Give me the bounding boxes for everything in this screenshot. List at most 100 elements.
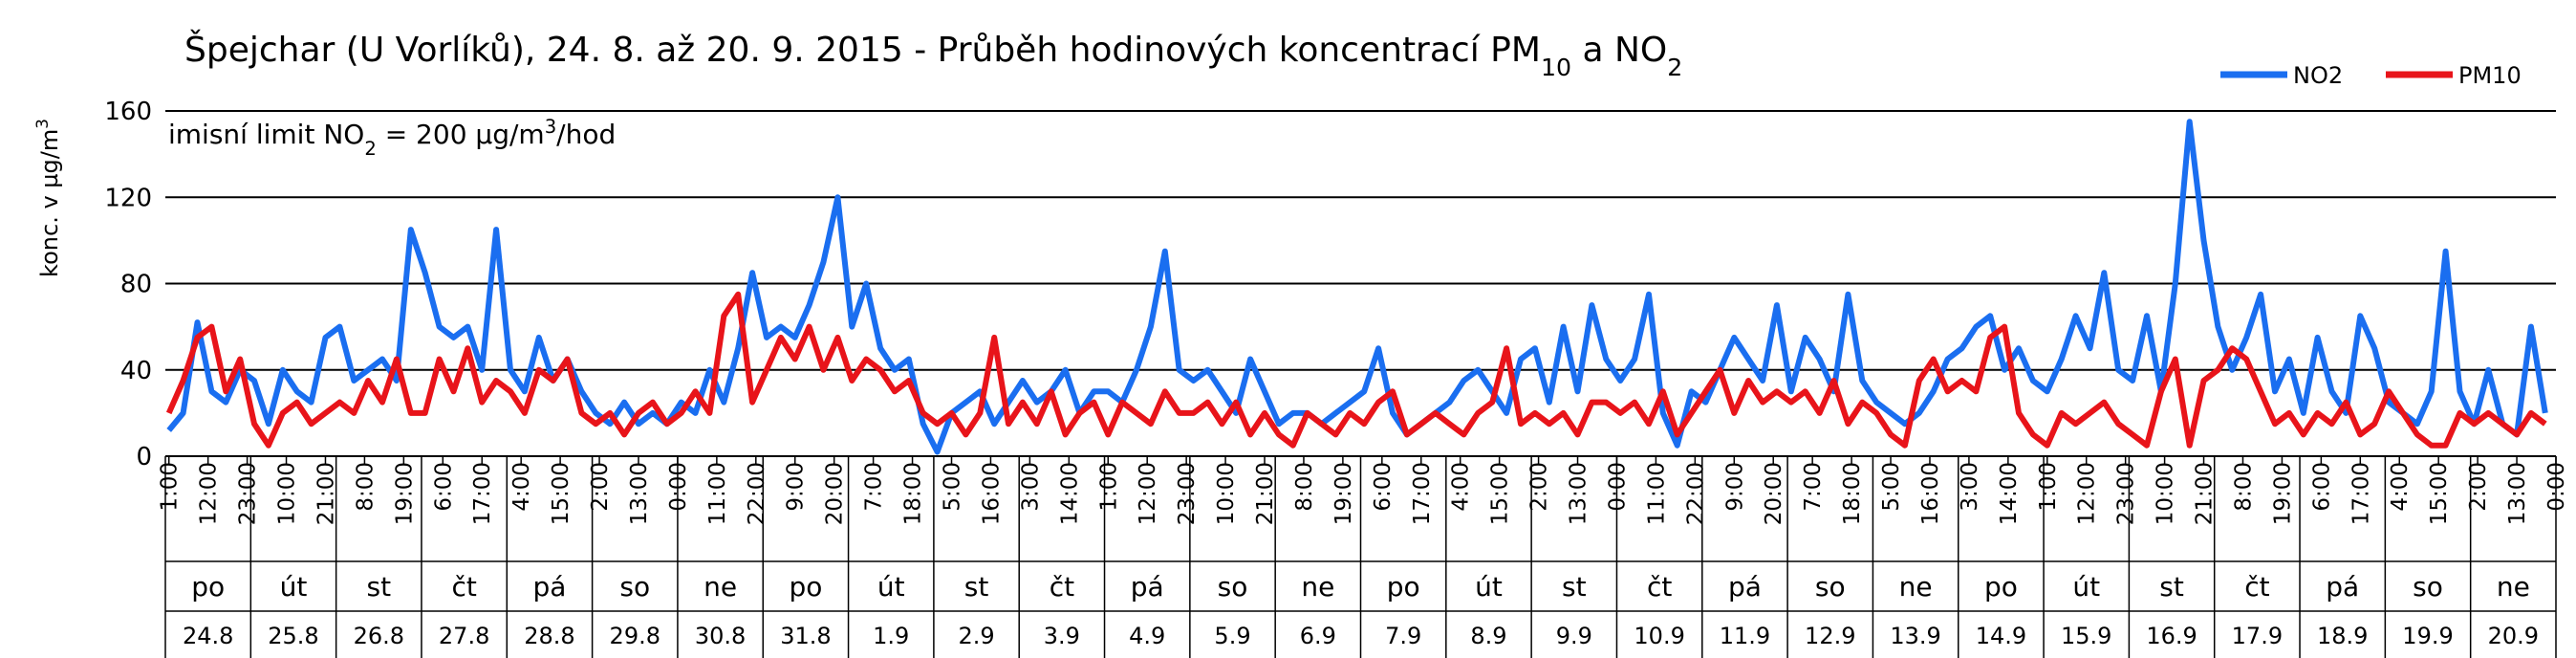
subscript: 10 bbox=[1541, 54, 1571, 81]
weekday-label: ne bbox=[704, 571, 737, 603]
text-part: imisní limit NO bbox=[168, 119, 364, 150]
x-tick-label: 19:00 bbox=[2270, 462, 2295, 525]
legend-label: PM10 bbox=[2458, 62, 2522, 89]
y-tick-label: 160 bbox=[104, 98, 152, 126]
y-tick-label: 0 bbox=[136, 443, 152, 472]
x-tick-label: 21:00 bbox=[2193, 462, 2218, 525]
x-tick-label: 14:00 bbox=[1057, 462, 1082, 525]
x-tick-label: 14:00 bbox=[1997, 462, 2022, 525]
x-tick-label: 12:00 bbox=[197, 462, 222, 525]
x-tick-label: 22:00 bbox=[745, 462, 769, 525]
weekday-label: po bbox=[1984, 571, 2018, 603]
x-tick-label: 10:00 bbox=[2154, 462, 2178, 525]
weekday-label: st bbox=[964, 571, 989, 603]
date-label: 1.9 bbox=[873, 623, 909, 649]
x-tick-label: 18:00 bbox=[1840, 462, 1865, 525]
weekday-label: st bbox=[2159, 571, 2184, 603]
text-part: a NO bbox=[1571, 31, 1667, 70]
weekday-label: ne bbox=[1301, 571, 1334, 603]
x-tick-label: 22:00 bbox=[1683, 462, 1708, 525]
x-tick-label: 23:00 bbox=[1175, 462, 1200, 525]
weekday-label: so bbox=[1815, 571, 1846, 603]
date-label: 19.9 bbox=[2402, 623, 2453, 649]
x-tick-label: 0:00 bbox=[2544, 462, 2569, 512]
date-label: 24.8 bbox=[183, 623, 233, 649]
date-label: 18.9 bbox=[2317, 623, 2368, 649]
subscript: 2 bbox=[364, 138, 376, 160]
x-tick-label: 10:00 bbox=[1214, 462, 1239, 525]
weekday-label: čt bbox=[1647, 571, 1672, 603]
x-tick-label: 4:00 bbox=[1449, 462, 1474, 512]
x-tick-label: 23:00 bbox=[236, 462, 261, 525]
date-label: 8.9 bbox=[1470, 623, 1506, 649]
date-label: 27.8 bbox=[439, 623, 489, 649]
date-label: 13.9 bbox=[1890, 623, 1940, 649]
weekday-label: po bbox=[789, 571, 822, 603]
x-tick-label: 17:00 bbox=[1410, 462, 1435, 525]
x-tick-label: 6:00 bbox=[2309, 462, 2334, 512]
date-label: 5.9 bbox=[1214, 623, 1250, 649]
x-tick-label: 4:00 bbox=[2388, 462, 2413, 512]
x-tick-label: 13:00 bbox=[2505, 462, 2530, 525]
legend-label: NO2 bbox=[2293, 62, 2343, 89]
date-label: 2.9 bbox=[958, 623, 994, 649]
date-label: 26.8 bbox=[354, 623, 404, 649]
x-tick-label: 12:00 bbox=[2075, 462, 2100, 525]
chart-title: Špejchar (U Vorlíků), 24. 8. až 20. 9. 2… bbox=[184, 30, 1682, 81]
date-label: 4.9 bbox=[1129, 623, 1165, 649]
x-tick-label: 19:00 bbox=[1331, 462, 1356, 525]
date-label: 17.9 bbox=[2232, 623, 2283, 649]
x-tick-label: 9:00 bbox=[1722, 462, 1747, 512]
x-tick-label: 16:00 bbox=[979, 462, 1004, 525]
y-tick-label: 120 bbox=[104, 184, 152, 212]
weekday-label: st bbox=[1562, 571, 1587, 603]
x-tick-label: 15:00 bbox=[2427, 462, 2452, 525]
x-tick-label: 3:00 bbox=[1958, 462, 1982, 512]
x-tick-label: 4:00 bbox=[509, 462, 534, 512]
x-tick-label: 5:00 bbox=[941, 462, 965, 512]
weekday-label: čt bbox=[2244, 571, 2269, 603]
weekday-label: pá bbox=[1728, 571, 1762, 603]
x-tick-label: 1:00 bbox=[1096, 462, 1121, 512]
date-label: 10.9 bbox=[1634, 623, 1684, 649]
weekday-label: pá bbox=[532, 571, 566, 603]
date-label: 31.8 bbox=[780, 623, 831, 649]
date-label: 11.9 bbox=[1720, 623, 1770, 649]
x-tick-label: 7:00 bbox=[1801, 462, 1826, 512]
x-tick-label: 13:00 bbox=[627, 462, 652, 525]
text-part: /hod bbox=[556, 119, 616, 150]
weekday-label: út bbox=[877, 571, 905, 603]
date-label: 6.9 bbox=[1300, 623, 1336, 649]
x-tick-label: 16:00 bbox=[1918, 462, 1943, 525]
date-label: 15.9 bbox=[2061, 623, 2111, 649]
weekday-label: čt bbox=[451, 571, 476, 603]
x-tick-label: 3:00 bbox=[1018, 462, 1043, 512]
weekday-label: út bbox=[280, 571, 308, 603]
text-part: = 200 µg/m bbox=[377, 119, 545, 150]
x-tick-label: 12:00 bbox=[1136, 462, 1160, 525]
weekday-label: st bbox=[367, 571, 392, 603]
weekday-label: čt bbox=[1050, 571, 1074, 603]
weekday-label: po bbox=[1387, 571, 1420, 603]
x-tick-label: 17:00 bbox=[470, 462, 495, 525]
x-tick-label: 6:00 bbox=[1371, 462, 1396, 512]
weekday-label: út bbox=[1475, 571, 1503, 603]
x-tick-label: 7:00 bbox=[862, 462, 887, 512]
x-tick-label: 0:00 bbox=[1605, 462, 1630, 512]
date-label: 9.9 bbox=[1556, 623, 1592, 649]
y-tick-label: 80 bbox=[120, 271, 152, 299]
x-tick-label: 20:00 bbox=[1762, 462, 1786, 525]
x-tick-label: 1:00 bbox=[2036, 462, 2061, 512]
superscript: 3 bbox=[32, 119, 52, 129]
date-label: 29.8 bbox=[610, 623, 660, 649]
text-part: Špejchar (U Vorlíků), 24. 8. až 20. 9. 2… bbox=[184, 30, 1541, 70]
y-axis-label: konc. v µg/m3 bbox=[32, 119, 63, 277]
x-tick-label: 21:00 bbox=[314, 462, 338, 525]
date-label: 25.8 bbox=[268, 623, 318, 649]
superscript: 3 bbox=[545, 116, 556, 138]
x-tick-label: 10:00 bbox=[275, 462, 300, 525]
x-tick-label: 8:00 bbox=[353, 462, 378, 512]
annotation: imisní limit NO2 = 200 µg/m3/hod bbox=[168, 116, 616, 160]
date-label: 28.8 bbox=[524, 623, 574, 649]
